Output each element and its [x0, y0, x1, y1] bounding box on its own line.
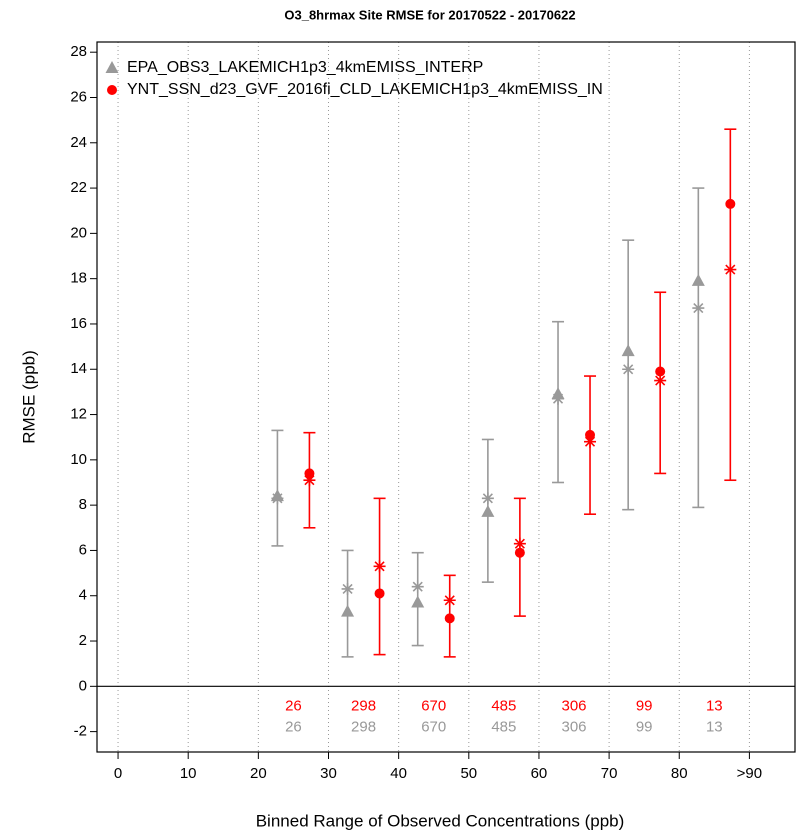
y-tick-label: 20	[70, 224, 87, 241]
data-point	[655, 366, 666, 377]
x-axis-label: Binned Range of Observed Concentrations …	[256, 811, 625, 830]
count-label: 13	[706, 697, 723, 714]
y-tick-label: 16	[70, 315, 87, 332]
data-point	[514, 547, 525, 558]
plot-frame	[96, 41, 796, 753]
count-label: 298	[351, 697, 376, 714]
data-point	[585, 429, 596, 440]
median-marker	[303, 474, 316, 487]
median-marker	[411, 580, 424, 593]
x-tick-label: 10	[180, 765, 197, 782]
median-marker	[513, 537, 526, 550]
x-tick-label: 80	[671, 765, 688, 782]
count-label: 306	[562, 718, 587, 735]
legend-label: YNT_SSN_d23_GVF_2016fi_CLD_LAKEMICH1p3_4…	[127, 81, 603, 98]
count-label: 485	[491, 697, 516, 714]
data-point	[444, 613, 455, 624]
count-label: 26	[285, 718, 302, 735]
x-tick-label: 70	[601, 765, 618, 782]
median-marker	[724, 263, 737, 276]
count-label: 13	[706, 718, 723, 735]
y-tick-label: 22	[70, 179, 87, 196]
median-marker	[443, 594, 456, 607]
data-point	[621, 344, 635, 357]
data-point	[551, 387, 565, 400]
y-tick-label: 18	[70, 270, 87, 287]
count-label: 99	[636, 718, 653, 735]
y-tick-label: 6	[79, 541, 87, 558]
median-marker	[481, 492, 494, 505]
median-marker	[622, 363, 635, 376]
x-tick-label: 60	[531, 765, 548, 782]
median-marker	[692, 302, 705, 315]
data-point	[725, 198, 736, 209]
y-tick-label: -2	[74, 723, 87, 740]
count-label: 485	[491, 718, 516, 735]
y-tick-label: 26	[70, 88, 87, 105]
x-tick-label: 50	[460, 765, 477, 782]
data-point	[691, 273, 705, 286]
count-label: 26	[285, 697, 302, 714]
y-tick-label: 8	[79, 496, 87, 513]
y-tick-label: 4	[79, 587, 87, 604]
y-tick-label: 12	[70, 406, 87, 423]
legend-label: EPA_OBS3_LAKEMICH1p3_4kmEMISS_INTERP	[127, 59, 483, 76]
count-label: 99	[636, 697, 653, 714]
data-point	[304, 468, 315, 479]
median-marker	[373, 560, 386, 573]
count-label: 306	[562, 697, 587, 714]
x-tick-label: 20	[250, 765, 267, 782]
median-marker	[654, 374, 667, 387]
data-point	[411, 595, 425, 608]
median-marker	[341, 582, 354, 595]
legend-marker	[107, 85, 117, 95]
y-tick-label: 24	[70, 134, 87, 151]
y-tick-label: 28	[70, 43, 87, 60]
count-label: 670	[421, 718, 446, 735]
data-point	[341, 604, 355, 617]
y-tick-label: 2	[79, 632, 87, 649]
y-tick-label: 14	[70, 360, 87, 377]
y-tick-label: 0	[79, 677, 87, 694]
count-label: 670	[421, 697, 446, 714]
x-tick-label: 0	[114, 765, 122, 782]
chart-title: O3_8hrmax Site RMSE for 20170522 - 20170…	[284, 7, 575, 22]
median-marker	[584, 435, 597, 448]
data-point	[374, 588, 385, 599]
legend-marker	[105, 61, 119, 73]
x-tick-label: 40	[390, 765, 407, 782]
x-tick-label: >90	[737, 765, 762, 782]
y-axis-label: RMSE (ppb)	[19, 350, 38, 444]
data-point	[481, 504, 495, 517]
data-point	[270, 489, 284, 502]
x-tick-label: 30	[320, 765, 337, 782]
y-tick-label: 10	[70, 451, 87, 468]
count-label: 298	[351, 718, 376, 735]
